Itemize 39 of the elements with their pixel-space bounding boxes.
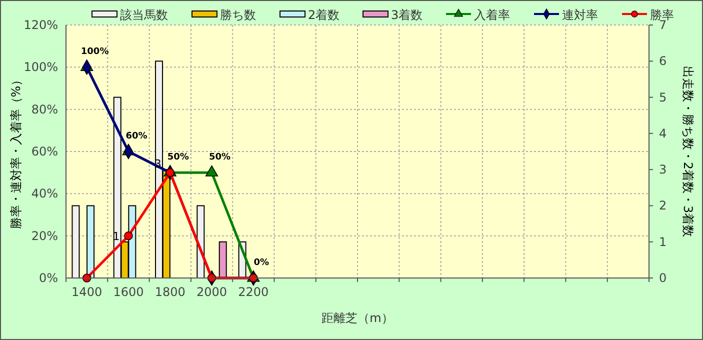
data-label: 100% xyxy=(80,47,109,58)
y2-tick-label: 0 xyxy=(659,271,667,285)
x-axis-title: 距離芝（m） xyxy=(322,311,394,325)
data-label: 0% xyxy=(254,258,270,268)
y-tick-label: 100% xyxy=(24,60,58,74)
y2-tick-label: 5 xyxy=(659,90,667,104)
y2-tick-label: 4 xyxy=(659,126,667,140)
x-tick-label: 2000 xyxy=(196,285,228,299)
data-label: 50% xyxy=(167,152,189,163)
bar xyxy=(196,205,205,278)
y2-axis-title: 出走数・勝ち数・2着数・3着数 xyxy=(681,66,695,238)
y2-tick-label: 1 xyxy=(659,234,667,249)
legend-label: 連対率 xyxy=(562,8,598,22)
y-tick-label: 120% xyxy=(24,18,58,32)
data-label: 50% xyxy=(208,152,231,163)
legend-label: 入着率 xyxy=(474,8,510,22)
y-tick-label: 20% xyxy=(31,228,58,243)
y-tick-label: 60% xyxy=(31,144,58,158)
y2-tick-label: 6 xyxy=(659,54,667,68)
legend-label: 2着数 xyxy=(308,8,340,22)
bar xyxy=(86,205,95,278)
y-tick-label: 40% xyxy=(31,186,58,201)
data-label: 60% xyxy=(126,132,148,142)
x-tick-label: 1800 xyxy=(154,285,186,299)
point xyxy=(124,231,133,240)
bar xyxy=(218,241,227,278)
x-tick-label: 1400 xyxy=(72,285,102,299)
bar xyxy=(72,205,80,278)
legend-label: 3着数 xyxy=(391,8,423,22)
y-tick-label: 80% xyxy=(31,102,58,116)
y2-tick-label: 3 xyxy=(659,162,667,177)
legend-label: 該当馬数 xyxy=(120,8,168,22)
data-label: 3 xyxy=(154,158,162,171)
y-tick-label: 0% xyxy=(38,271,58,285)
legend-label: 勝ち数 xyxy=(220,8,256,22)
x-tick-label: 1600 xyxy=(113,285,144,299)
y-axis-title: 勝率・連対率・入着率（%） xyxy=(9,74,23,230)
x-tick-label: 2200 xyxy=(238,285,269,299)
y2-tick-label: 2 xyxy=(659,198,667,213)
